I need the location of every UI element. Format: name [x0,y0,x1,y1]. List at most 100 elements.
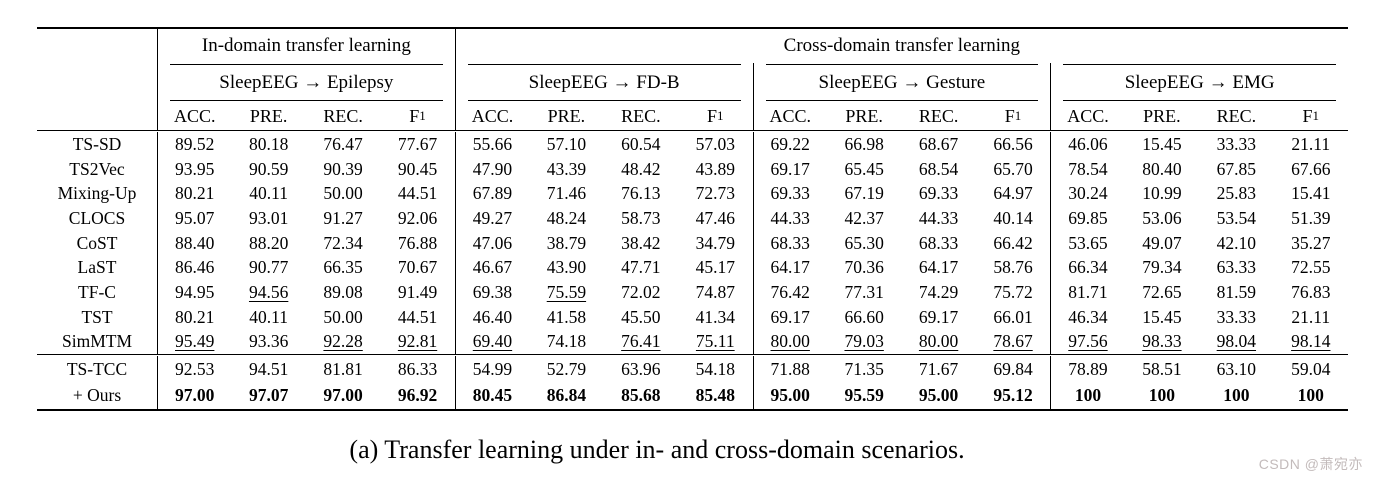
value-cell: 33.33 [1216,133,1257,154]
value-cell: 91.27 [323,207,363,228]
value-cell: 49.07 [1142,232,1182,253]
value-cell: 69.33 [752,181,827,207]
value-cell: 80.21 [157,181,231,207]
value-cell: 66.42 [993,232,1033,253]
value-cell: 77.67 [397,133,438,154]
value-cell: 96.92 [397,385,438,406]
value-cell: 94.56 [248,281,289,302]
value-cell: 71.46 [546,183,587,204]
value-cell: 69.17 [752,304,827,330]
value-cell: 66.98 [844,133,884,154]
value-cell: 42.37 [844,207,884,228]
metric-header: PRE. [845,105,883,126]
value-cell: 76.83 [1291,281,1331,302]
value-cell: 100 [1148,385,1176,406]
value-cell: 75.11 [695,331,735,352]
value-cell: 54.18 [695,358,735,379]
value-cell: 90.45 [397,158,438,179]
value-cell: 40.14 [993,207,1033,228]
metric-header: PRE. [1143,105,1181,126]
value-cell: 68.33 [752,230,827,256]
value-cell: 53.54 [1216,207,1257,228]
group-rule [157,99,455,102]
value-cell: 80.18 [248,133,289,154]
value-cell: 57.03 [695,133,735,154]
value-cell: 90.59 [248,158,289,179]
value-cell: 58.76 [993,257,1033,278]
metric-header: REC. [1216,105,1257,126]
scenario-header: SleepEEG → EMG [1050,66,1348,99]
value-cell: 42.10 [1216,232,1257,253]
value-cell: 69.84 [993,358,1033,379]
method-label: + Ours [72,385,122,406]
value-cell: 38.42 [621,232,661,253]
value-cell: 48.24 [546,207,587,228]
value-cell: 68.67 [918,133,959,154]
value-cell: 72.34 [323,232,363,253]
value-cell: 64.97 [993,183,1033,204]
value-cell: 35.27 [1291,232,1331,253]
group-rule [454,63,753,66]
domain-header: In-domain transfer learning [157,29,455,63]
watermark: CSDN @萧宛亦 [1258,456,1363,472]
metric-header: ACC. [752,102,827,130]
value-cell: 86.46 [157,255,231,281]
value-cell: 71.67 [918,358,959,379]
value-cell: 93.95 [157,156,231,182]
value-cell: 40.11 [249,306,289,327]
value-cell: 89.52 [157,132,231,157]
metric-header: PRE. [249,105,288,126]
value-cell: 91.49 [397,281,438,302]
value-cell: 66.34 [1050,255,1124,281]
value-cell: 97.00 [157,382,231,410]
value-cell: 69.17 [918,306,959,327]
value-cell: 43.39 [546,158,587,179]
scenario-header: SleepEEG → FD-B [454,66,753,99]
method-label: CoST [76,232,118,253]
value-cell: 34.79 [695,232,735,253]
value-cell: 51.39 [1291,207,1331,228]
value-cell: 53.65 [1050,230,1124,256]
value-cell: 60.54 [621,133,661,154]
value-cell: 63.33 [1216,257,1257,278]
metric-header: REC. [621,105,661,126]
value-cell: 67.85 [1216,158,1257,179]
value-cell: 33.33 [1216,306,1257,327]
corner-spacer [37,29,157,63]
group-rule [752,99,1051,102]
value-cell: 64.17 [918,257,959,278]
value-cell: 66.56 [993,133,1033,154]
spacer [37,102,157,130]
value-cell: 81.71 [1050,280,1124,305]
value-cell: 100 [1223,385,1250,406]
value-cell: 66.60 [844,306,884,327]
value-cell: 47.06 [454,230,529,256]
value-cell: 50.00 [323,306,363,327]
value-cell: 92.28 [323,331,363,352]
scenario-header: SleepEEG → Gesture [752,66,1051,99]
value-cell: 58.51 [1142,358,1182,379]
value-cell: 49.27 [454,206,529,231]
value-cell: 15.41 [1291,183,1331,204]
value-cell: 95.59 [844,385,884,406]
value-cell: 48.42 [621,158,661,179]
value-cell: 45.17 [695,257,735,278]
method-label: TS-TCC [66,358,128,379]
value-cell: 69.40 [454,329,529,355]
value-cell: 65.30 [844,232,884,253]
value-cell: 69.17 [752,156,827,182]
value-cell: 72.73 [695,183,735,204]
method-label: TF-C [78,281,116,302]
value-cell: 64.17 [752,255,827,281]
results-table: In-domain transfer learning Cross-domain … [37,27,1348,412]
value-cell: 15.45 [1142,133,1182,154]
value-cell: 78.54 [1050,156,1124,182]
value-cell: 66.01 [993,306,1033,327]
value-cell: 88.40 [157,230,231,256]
value-cell: 93.36 [248,331,289,352]
value-cell: 71.35 [844,358,884,379]
value-cell: 79.34 [1142,257,1182,278]
method-label: TS-SD [72,133,122,154]
